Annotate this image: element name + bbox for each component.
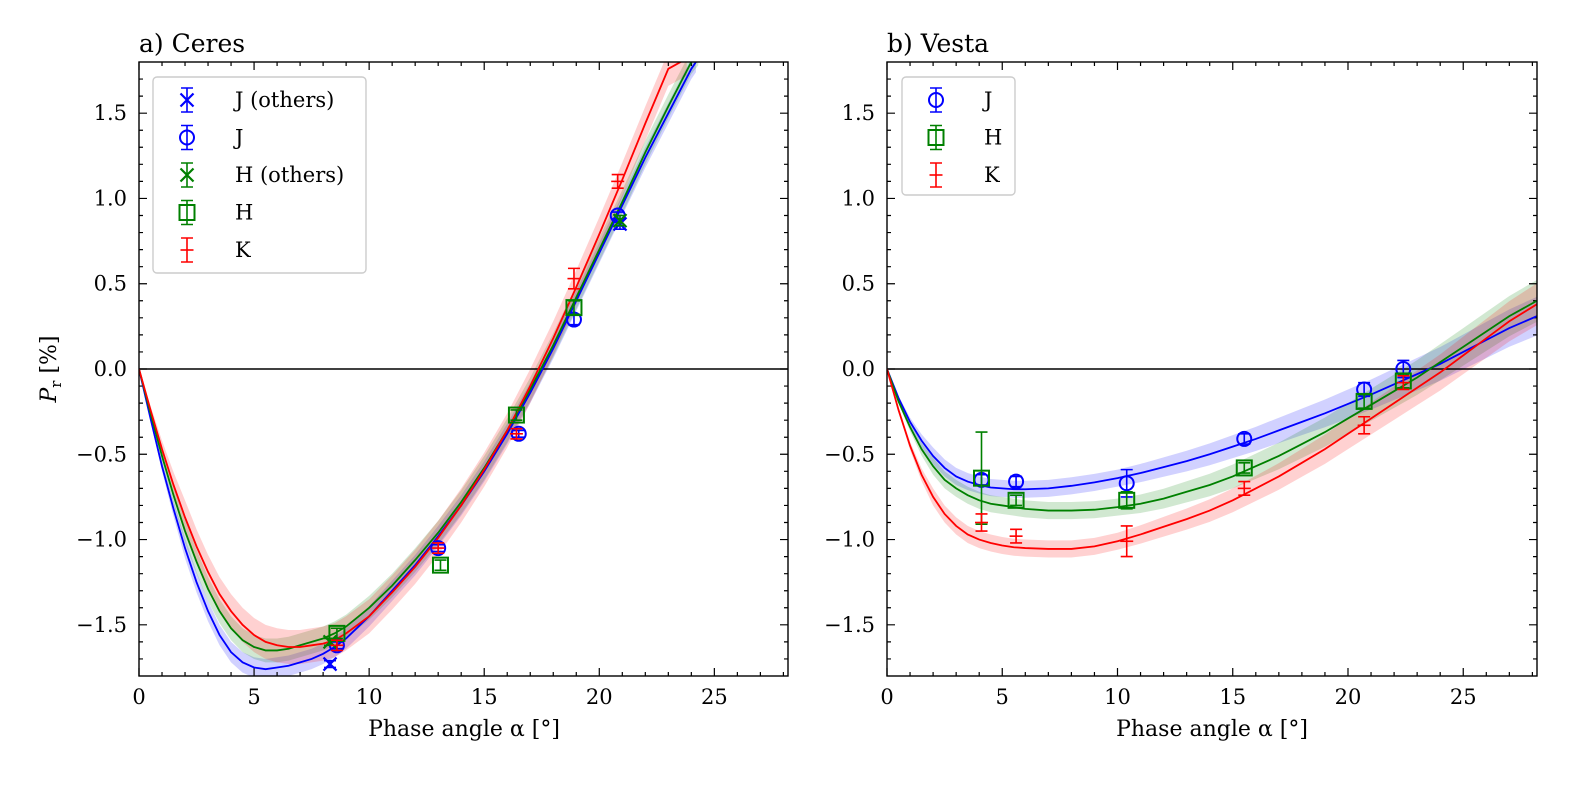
x-tick-label: 25 <box>701 685 728 709</box>
data-point <box>322 634 338 650</box>
x-axis-label: Phase angle α [°] <box>1116 717 1308 742</box>
legend-label: K <box>235 238 251 262</box>
error-bar <box>510 409 523 421</box>
y-tick-label: 1.5 <box>842 101 875 125</box>
error-bar <box>1120 491 1133 510</box>
error-bar <box>1010 494 1023 507</box>
x-tick-label: 5 <box>247 685 260 709</box>
x-tick-label: 25 <box>1450 685 1477 709</box>
y-tick-label: −1.5 <box>824 613 875 637</box>
tick-labels: 0 5 10 15 20 25 −1.5 −1.0 −0.5 0.0 0.5 1.0 1.5 <box>76 101 728 709</box>
legend-label: H (others) <box>235 163 344 187</box>
error-bar <box>434 559 447 572</box>
y-tick-label: 0.0 <box>94 357 127 381</box>
axes-frame <box>886 61 1538 677</box>
legend-label: K <box>984 163 1000 187</box>
fit-band-K <box>887 283 1537 558</box>
fit-curve-J <box>887 315 1537 491</box>
legend-label: H <box>235 201 253 225</box>
x-tick-label: 10 <box>1104 685 1131 709</box>
fit-curve-H <box>887 299 1537 512</box>
x-tick-label: 20 <box>586 685 613 709</box>
legend-label: H <box>984 126 1002 150</box>
data-point <box>1118 475 1135 492</box>
legend-marker <box>179 167 195 183</box>
fit-bands <box>139 62 699 676</box>
data-points <box>322 173 628 672</box>
fit-band-H <box>887 279 1537 520</box>
legend-box <box>152 76 367 274</box>
legend-marker <box>178 204 196 221</box>
y-axis-label-sub: r <box>47 380 65 388</box>
y-axis-label: Pr [%] <box>37 335 65 403</box>
y-tick-label: 0.5 <box>94 272 127 296</box>
axes-frame <box>138 61 789 677</box>
legend-label: J (others) <box>233 88 334 112</box>
data-point <box>1008 473 1025 490</box>
panel-ceres: a) Ceres 0 5 10 15 20 25 −1.5 −1.0 −0.5 0.0 0.5 1.0… <box>37 29 789 742</box>
y-tick-label: −1.5 <box>76 613 127 637</box>
legend-marker <box>928 92 944 108</box>
data-point <box>565 299 583 317</box>
legend-box <box>901 76 1016 196</box>
data-points <box>973 359 1412 558</box>
y-tick-label: 1.5 <box>94 101 127 125</box>
y-tick-label: −1.0 <box>76 528 127 552</box>
data-point <box>973 469 991 487</box>
y-tick-label: 1.0 <box>94 186 127 210</box>
fit-curve-K <box>887 303 1537 550</box>
legend: JHK <box>901 76 1016 196</box>
fit-band-J <box>887 296 1537 498</box>
y-axis-label-unit: [%] <box>37 335 62 380</box>
fit-curves <box>887 299 1537 550</box>
y-tick-label: −1.0 <box>824 528 875 552</box>
x-tick-label: 20 <box>1335 685 1362 709</box>
y-tick-label: 0.5 <box>842 272 875 296</box>
panel-title: b) Vesta <box>887 29 989 58</box>
x-tick-label: 10 <box>356 685 383 709</box>
tick-labels: 0 5 10 15 20 25 −1.5 −1.0 −0.5 0.0 0.5 1.0 1.5 <box>824 101 1477 709</box>
x-tick-label: 0 <box>132 685 145 709</box>
data-point <box>1235 459 1253 477</box>
data-point <box>430 540 447 557</box>
data-point <box>322 656 338 672</box>
legend-marker <box>179 129 195 146</box>
y-tick-label: 1.0 <box>842 186 875 210</box>
data-point <box>1355 392 1373 410</box>
y-tick-label: −0.5 <box>824 442 875 466</box>
data-point <box>1007 491 1025 509</box>
data-point <box>1236 430 1253 447</box>
y-tick-label: −0.5 <box>76 442 127 466</box>
x-tick-label: 0 <box>880 685 893 709</box>
error-bar <box>330 627 343 640</box>
legend-marker <box>179 92 195 108</box>
legend-label: J <box>982 88 992 112</box>
x-tick-label: 15 <box>1219 685 1246 709</box>
panel-title: a) Ceres <box>139 29 245 58</box>
panel-vesta: b) Vesta 0 5 10 15 20 25 −1.5 −1.0 −0.5 0.0 0.5 1.0… <box>824 29 1538 742</box>
data-point <box>507 406 525 424</box>
data-point <box>612 213 628 228</box>
fit-band-J <box>139 62 696 676</box>
x-axis-label: Phase angle α [°] <box>368 717 560 742</box>
error-bar <box>1238 462 1251 474</box>
legend-marker <box>927 129 945 146</box>
legend: J (others) J H (others) HK <box>152 76 367 274</box>
data-point <box>431 556 449 574</box>
x-tick-label: 5 <box>996 685 1009 709</box>
y-axis-label-main: P <box>37 387 62 404</box>
legend-label: J <box>233 126 243 150</box>
x-tick-label: 15 <box>471 685 498 709</box>
data-point <box>1118 491 1136 509</box>
fit-bands <box>887 279 1537 558</box>
y-tick-label: 0.0 <box>842 357 875 381</box>
fit-curve-H <box>139 62 693 652</box>
